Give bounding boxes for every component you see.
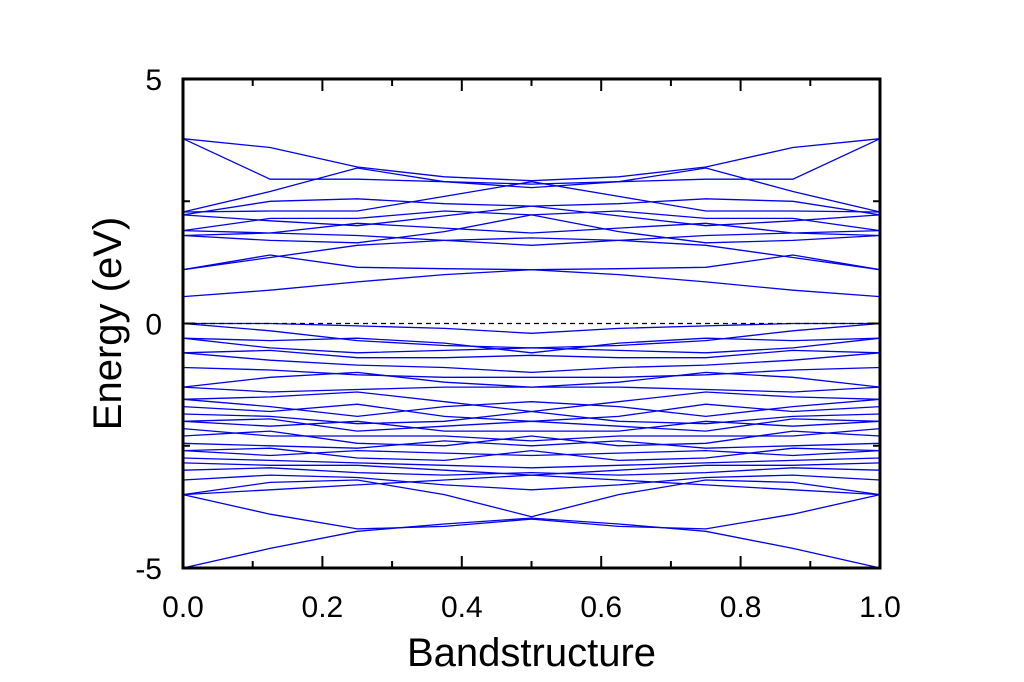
y-axis-ticks: -5 0 5 (135, 64, 880, 586)
band-line-39 (182, 493, 881, 530)
y-tick-label: 0 (145, 309, 162, 342)
band-line-1 (182, 138, 881, 182)
x-axis-ticks: 0.0 0.2 0.4 0.6 0.8 1.0 (162, 79, 901, 624)
band-line-31 (182, 440, 881, 449)
band-line-38 (182, 474, 881, 496)
band-line-41 (182, 517, 881, 569)
band-line-5 (182, 198, 881, 216)
band-line-8 (182, 229, 881, 246)
band-line-10 (182, 214, 881, 244)
band-line-16 (182, 337, 881, 354)
band-line-13 (182, 269, 881, 298)
band-line-27 (182, 420, 881, 432)
band-line-6 (182, 205, 881, 227)
band-line-33 (182, 447, 881, 462)
band-line-12 (182, 254, 881, 271)
band-line-32 (182, 449, 881, 457)
y-tick-label: 5 (145, 64, 162, 97)
band-line-30 (182, 430, 881, 447)
band-line-11 (182, 237, 881, 271)
x-tick-label: 1.0 (859, 591, 901, 624)
band-line-28 (182, 418, 881, 432)
band-line-2 (182, 138, 881, 185)
x-tick-label: 0.0 (162, 591, 204, 624)
x-tick-label: 0.4 (441, 591, 483, 624)
band-line-24 (182, 398, 881, 418)
band-line-4 (182, 181, 881, 213)
band-line-29 (182, 427, 881, 442)
band-line-22 (182, 386, 881, 393)
band-lines (182, 138, 881, 569)
y-tick-label: -5 (135, 553, 162, 586)
band-line-21 (182, 371, 881, 388)
band-line-18 (182, 349, 881, 359)
band-line-40 (182, 479, 881, 518)
band-line-3 (182, 167, 881, 213)
band-line-34 (182, 457, 881, 469)
x-tick-label: 0.2 (302, 591, 344, 624)
band-line-37 (182, 474, 881, 491)
band-line-7 (182, 210, 881, 232)
band-line-19 (182, 352, 881, 374)
band-line-25 (182, 403, 881, 422)
band-line-15 (182, 322, 881, 349)
band-line-26 (182, 410, 881, 425)
x-tick-label: 0.6 (580, 591, 622, 624)
band-line-20 (182, 366, 881, 378)
band-line-9 (182, 222, 881, 237)
band-line-36 (182, 467, 881, 476)
band-line-14 (183, 322, 880, 334)
x-tick-label: 0.8 (720, 591, 762, 624)
x-axis-title: Bandstructure (407, 631, 656, 675)
band-line-17 (182, 337, 881, 354)
y-axis-title: Energy (eV) (86, 217, 130, 430)
